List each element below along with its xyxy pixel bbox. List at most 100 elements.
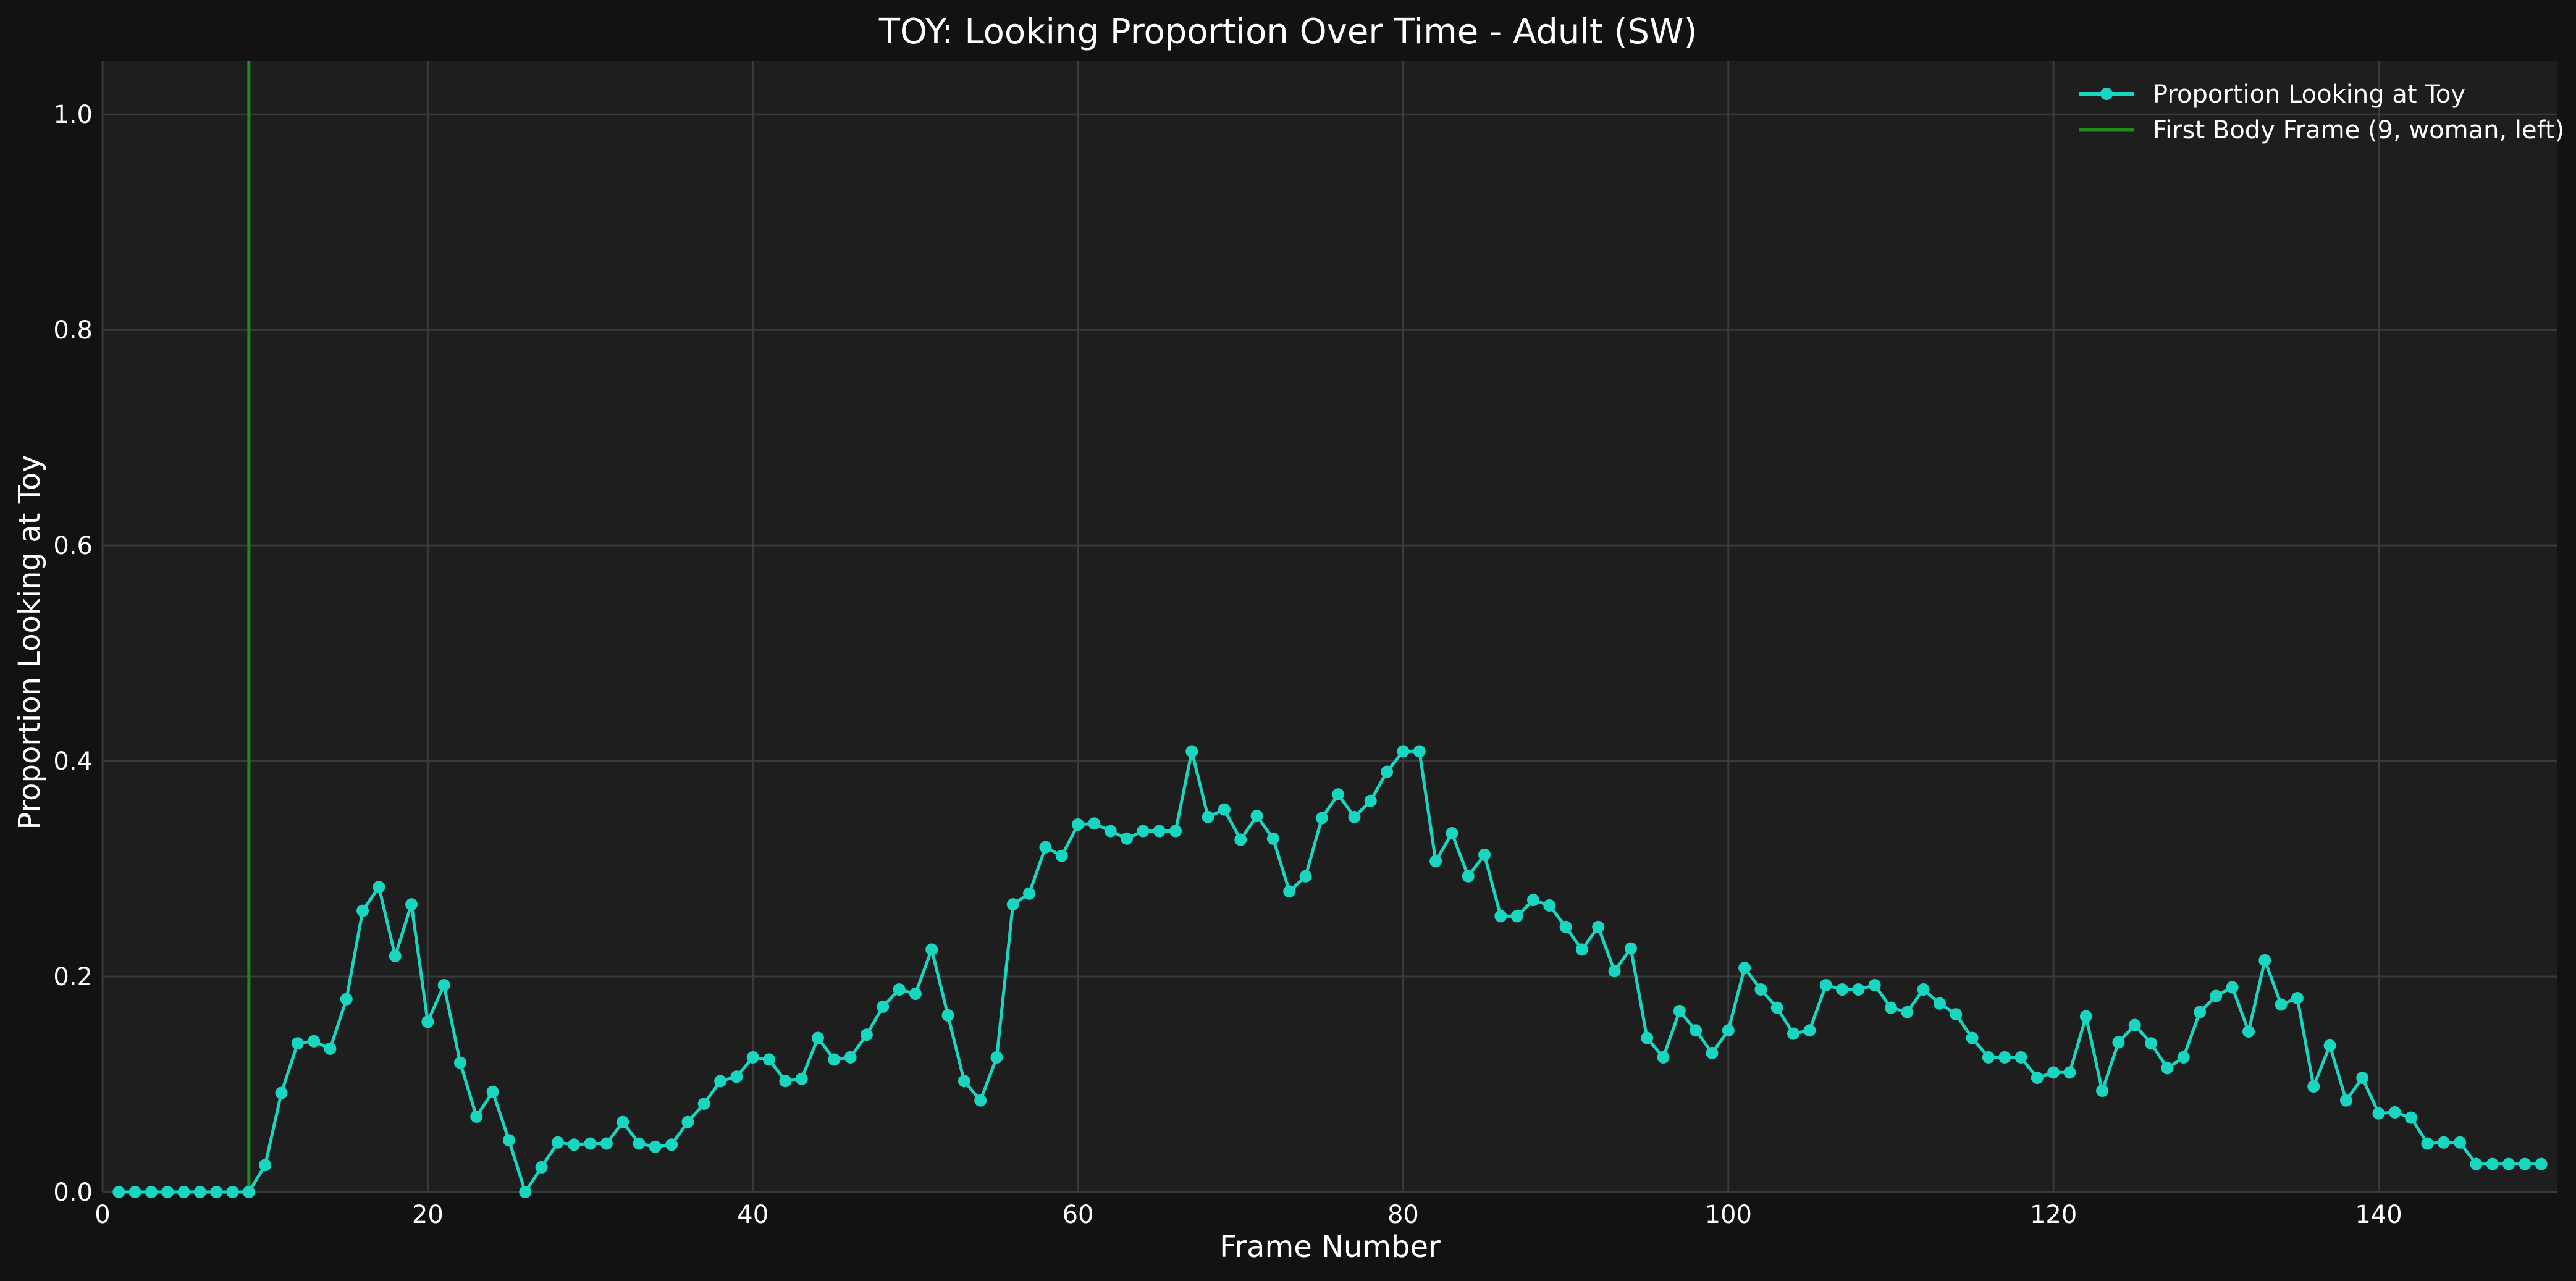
- data-point: [1202, 810, 1214, 823]
- data-point: [356, 904, 369, 917]
- data-point: [633, 1137, 646, 1150]
- data-point: [1917, 983, 1930, 996]
- data-point: [1397, 745, 1410, 758]
- data-point: [697, 1097, 710, 1110]
- data-point: [2014, 1051, 2027, 1064]
- data-point: [1104, 825, 1117, 838]
- data-point: [2226, 981, 2239, 994]
- data-point: [1641, 1031, 1654, 1044]
- data-point: [1088, 817, 1101, 830]
- data-point: [551, 1136, 564, 1149]
- data-point: [1966, 1031, 1979, 1044]
- data-point: [1998, 1051, 2011, 1064]
- data-point: [421, 1015, 434, 1028]
- x-tick-label: 0: [95, 1201, 110, 1229]
- data-point: [990, 1051, 1003, 1064]
- data-point: [405, 898, 418, 911]
- data-point: [242, 1186, 255, 1198]
- data-point: [535, 1161, 548, 1174]
- data-point: [1982, 1051, 1995, 1064]
- data-point: [1526, 894, 1539, 907]
- x-tick-label: 100: [1705, 1201, 1752, 1229]
- data-point: [1624, 942, 1637, 955]
- data-point: [1884, 1001, 1897, 1014]
- data-point: [2519, 1157, 2532, 1170]
- x-tick-label: 80: [1387, 1201, 1419, 1229]
- data-point: [925, 943, 938, 956]
- tick-labels: 0 20 40 60 80 100 120 140 0.0 0.2 0.4 0.6 0.8 1.0: [53, 101, 2402, 1229]
- data-point: [568, 1138, 581, 1151]
- data-point: [877, 1000, 890, 1013]
- data-point: [1901, 1006, 1914, 1018]
- data-point: [763, 1053, 776, 1066]
- data-point: [226, 1186, 239, 1198]
- data-point: [1169, 825, 1182, 838]
- data-point: [2063, 1066, 2076, 1079]
- data-point: [1787, 1027, 1800, 1040]
- data-point: [974, 1094, 987, 1107]
- data-point: [2372, 1107, 2385, 1120]
- data-point: [584, 1137, 597, 1150]
- data-point: [941, 1009, 954, 1022]
- data-point: [1657, 1051, 1670, 1064]
- data-point: [161, 1186, 174, 1198]
- data-point: [2323, 1039, 2336, 1052]
- data-point: [828, 1053, 841, 1066]
- data-point: [795, 1072, 808, 1085]
- data-point: [1364, 794, 1377, 807]
- data-point: [1006, 898, 1019, 911]
- data-point: [193, 1186, 206, 1198]
- data-point: [844, 1051, 857, 1064]
- data-point: [2421, 1137, 2434, 1150]
- data-point: [2079, 1010, 2092, 1023]
- y-tick-label: 0.4: [53, 747, 93, 776]
- x-tick-label: 60: [1063, 1201, 1094, 1229]
- data-point: [2356, 1072, 2369, 1085]
- data-point: [600, 1137, 613, 1150]
- data-point: [2275, 998, 2288, 1011]
- data-point: [1462, 870, 1475, 883]
- data-point: [1754, 983, 1767, 996]
- data-point: [373, 881, 385, 894]
- chart-title: TOY: Looking Proportion Over Time - Adul…: [878, 12, 1698, 52]
- data-point: [2096, 1084, 2109, 1097]
- data-point: [1559, 920, 1572, 933]
- data-point: [1575, 943, 1588, 956]
- data-point: [1446, 826, 1458, 839]
- y-tick-label: 0.2: [53, 963, 93, 991]
- data-point: [1413, 745, 1426, 758]
- data-point: [2291, 991, 2304, 1004]
- y-tick-label: 0.8: [53, 316, 93, 345]
- data-point: [1852, 983, 1865, 996]
- data-point: [811, 1031, 824, 1044]
- data-point: [2177, 1051, 2190, 1064]
- data-point: [1429, 855, 1442, 868]
- data-point: [1494, 910, 1507, 923]
- data-point: [617, 1115, 629, 1128]
- data-point: [519, 1186, 532, 1198]
- data-point: [1250, 810, 1263, 823]
- data-point: [1266, 832, 1279, 845]
- data-point: [1055, 849, 1068, 862]
- data-point: [1608, 965, 1621, 978]
- data-point: [1072, 818, 1085, 831]
- series-layer: [112, 745, 2548, 1198]
- grid-lines: [101, 61, 2557, 1193]
- data-point: [1722, 1024, 1735, 1037]
- data-point: [259, 1159, 272, 1172]
- data-point: [649, 1140, 662, 1153]
- x-tick-label: 40: [737, 1201, 768, 1229]
- data-point: [177, 1186, 190, 1198]
- data-point: [2470, 1157, 2483, 1170]
- x-tick-label: 120: [2030, 1201, 2077, 1229]
- data-point: [2454, 1136, 2467, 1149]
- data-point: [128, 1186, 141, 1198]
- data-point: [860, 1028, 873, 1041]
- data-point: [2258, 954, 2271, 967]
- data-point: [1039, 841, 1052, 854]
- data-point: [1299, 870, 1312, 883]
- x-tick-label: 140: [2355, 1201, 2402, 1229]
- data-point: [1803, 1024, 1816, 1037]
- data-point: [1836, 983, 1849, 996]
